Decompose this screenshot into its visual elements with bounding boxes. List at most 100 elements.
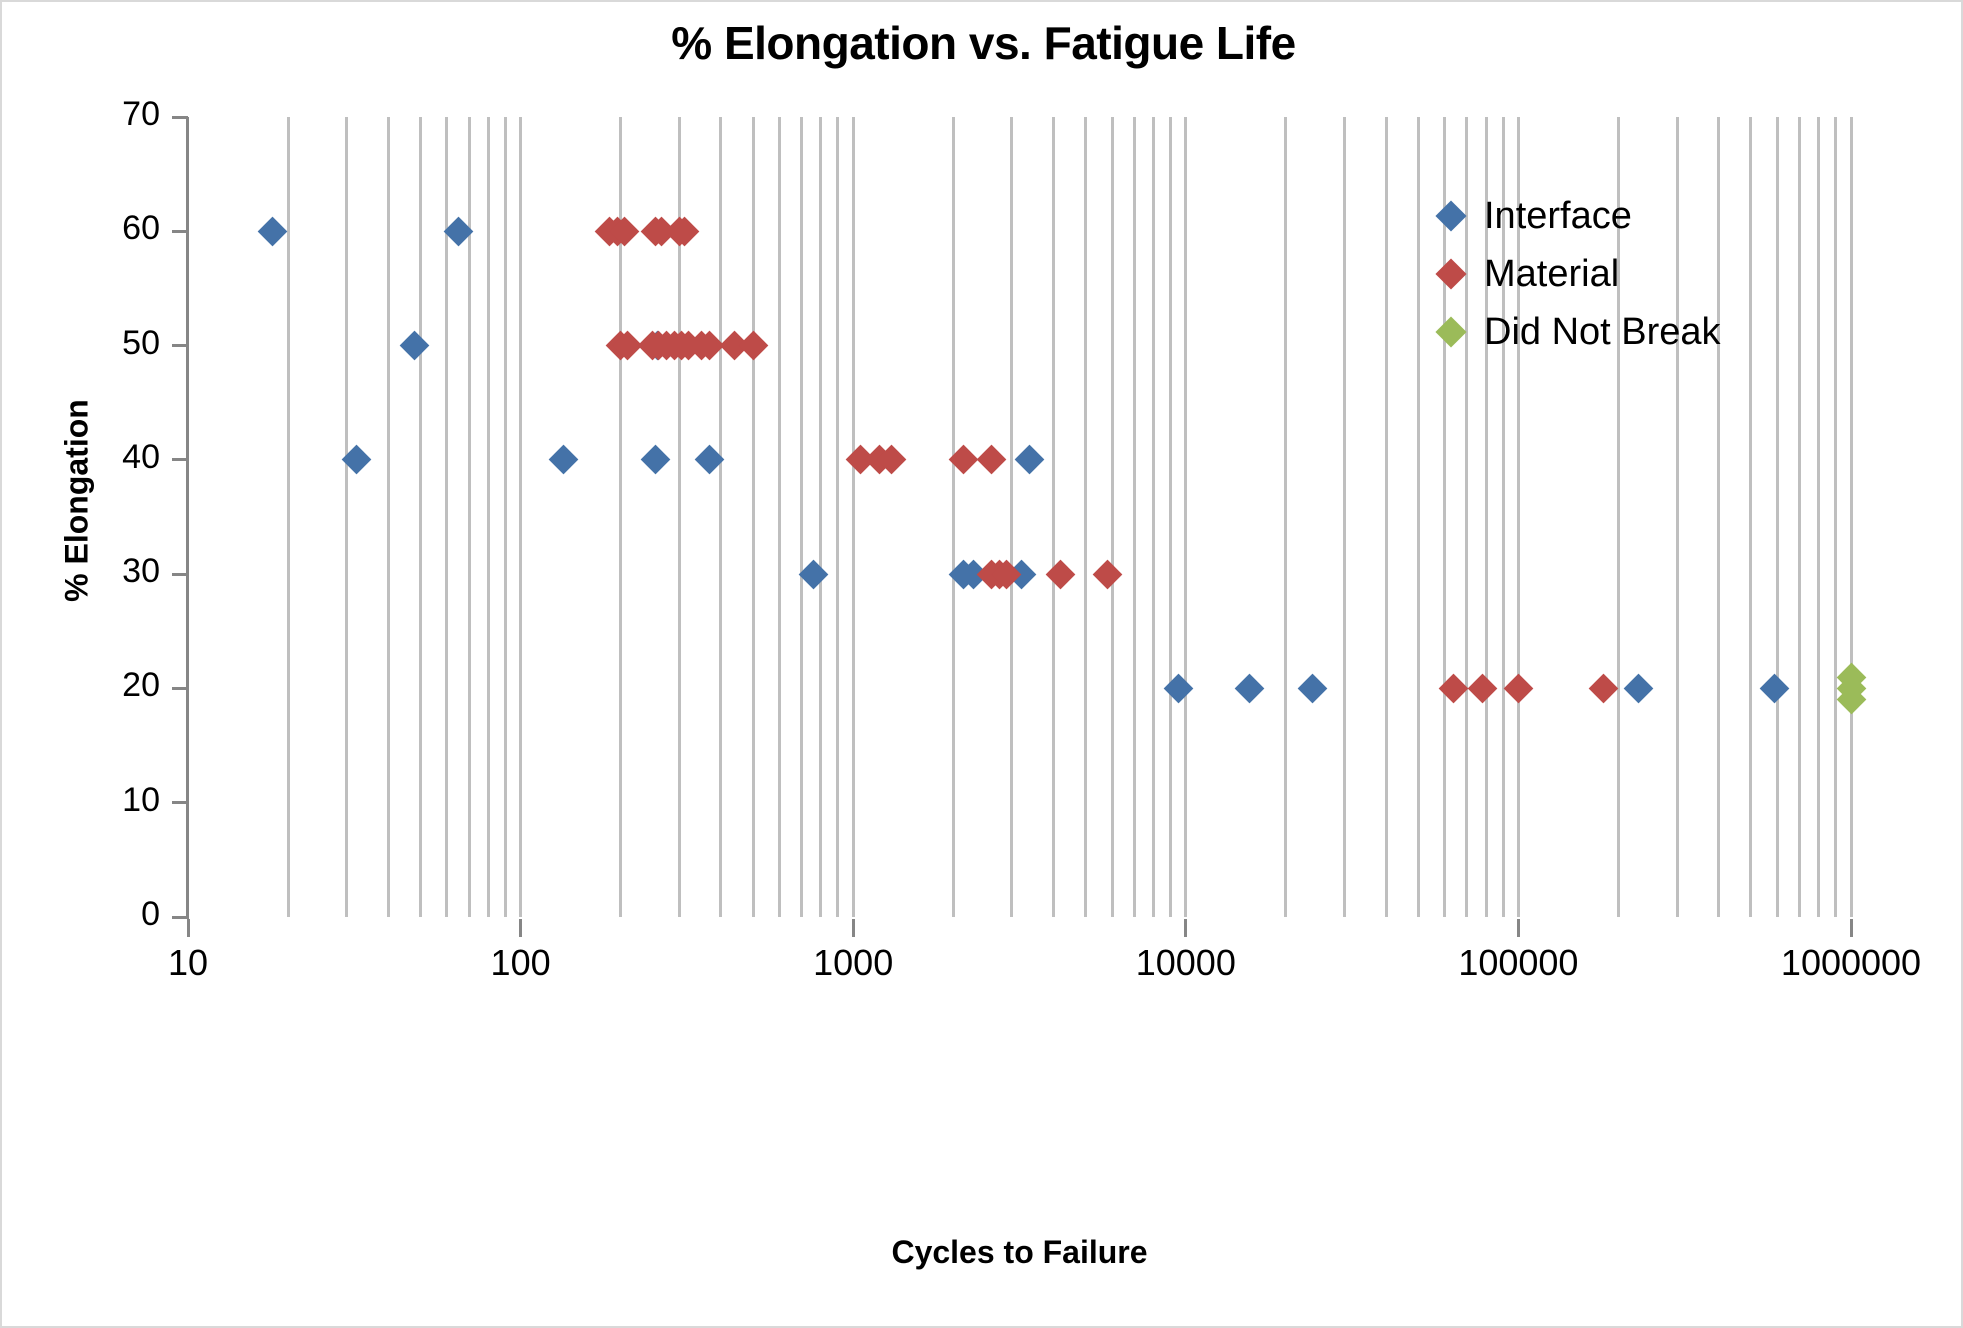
y-axis-tick-label: 70 <box>122 95 160 133</box>
data-point-material <box>1588 673 1619 704</box>
data-point-interface <box>549 444 579 475</box>
gridline-vertical <box>777 117 781 917</box>
gridline-vertical <box>1132 117 1136 917</box>
data-point-interface <box>1623 673 1654 704</box>
gridline-vertical <box>1465 117 1469 917</box>
gridline-vertical <box>1342 117 1346 917</box>
y-axis-tick-label: 0 <box>141 895 160 933</box>
gridline-vertical <box>677 117 681 917</box>
y-axis-tick-label: 40 <box>122 437 160 476</box>
gridline-vertical <box>1084 117 1088 917</box>
y-axis-tick <box>172 115 188 119</box>
legend-marker-icon <box>1435 200 1467 232</box>
data-point-material <box>976 444 1007 475</box>
legend-item-material[interactable]: Material <box>1435 245 1740 303</box>
y-axis-title: % Elongation <box>58 399 95 602</box>
x-axis-tick-label: 10 <box>167 942 209 983</box>
gridline-vertical <box>418 117 422 917</box>
gridline-vertical <box>1443 117 1447 917</box>
gridline-vertical <box>951 117 955 917</box>
gridline-decade <box>1849 117 1853 917</box>
legend-marker-icon <box>1435 316 1467 348</box>
y-axis-tick-label: 10 <box>122 780 160 819</box>
x-axis-tick <box>851 919 855 937</box>
x-axis-tick <box>519 919 523 937</box>
data-point-interface <box>399 330 430 361</box>
gridline-vertical <box>467 117 471 917</box>
y-axis-tick <box>172 458 188 462</box>
gridline-vertical <box>345 117 349 917</box>
legend-item-did-not-break[interactable]: Did Not Break <box>1435 303 1740 361</box>
chart-title: % Elongation vs. Fatigue Life <box>671 17 1296 69</box>
y-axis-tick-label: 60 <box>122 209 160 248</box>
x-axis-tick-label: 100000 <box>1458 942 1579 983</box>
x-axis-tick-label: 1000000 <box>1780 942 1922 983</box>
gridline-vertical <box>1169 117 1173 917</box>
data-point-interface <box>258 216 288 247</box>
gridline-vertical <box>1110 117 1114 917</box>
gridline-vertical <box>1617 117 1621 917</box>
gridline-vertical <box>1797 117 1801 917</box>
gridline-vertical <box>386 117 390 917</box>
legend-marker-icon <box>1435 258 1467 290</box>
data-point-material <box>1503 673 1534 704</box>
y-axis-tick <box>172 801 188 805</box>
data-point-interface <box>1163 673 1194 704</box>
gridline-vertical <box>445 117 449 917</box>
gridline-vertical <box>1416 117 1420 917</box>
gridline-vertical <box>1384 117 1388 917</box>
data-point-interface <box>1759 673 1790 704</box>
x-axis-tick <box>186 919 190 937</box>
gridline-vertical <box>1775 117 1779 917</box>
gridline-vertical <box>1010 117 1014 917</box>
gridline-decade <box>1516 117 1520 917</box>
gridline-vertical <box>619 117 623 917</box>
chart-legend: Interface Material Did Not Break <box>1435 187 1740 361</box>
y-axis-tick <box>172 229 188 233</box>
gridline-vertical <box>1051 117 1055 917</box>
data-point-interface <box>1234 673 1264 704</box>
data-point-material <box>738 330 768 361</box>
gridline-vertical <box>1152 117 1156 917</box>
x-axis-tick <box>1184 919 1188 937</box>
y-axis-tick-label: 20 <box>122 666 160 705</box>
gridline-vertical <box>1284 117 1288 917</box>
x-axis-tick-label: 1000 <box>813 942 894 983</box>
data-point-interface <box>640 444 671 475</box>
plot-area <box>188 117 1866 917</box>
x-axis-tick <box>1849 919 1853 937</box>
gridline-vertical <box>800 117 804 917</box>
gridline-decade <box>519 117 523 917</box>
data-point-interface <box>1297 673 1328 704</box>
data-point-material <box>1045 559 1076 589</box>
gridline-vertical <box>503 117 507 917</box>
gridline-vertical <box>819 117 823 917</box>
gridline-vertical <box>1675 117 1679 917</box>
gridline-vertical <box>719 117 723 917</box>
y-axis-tick <box>172 915 188 919</box>
gridline-vertical <box>1501 117 1505 917</box>
gridline-vertical <box>1817 117 1821 917</box>
legend-item-label: Interface <box>1484 194 1632 237</box>
y-axis-tick-label: 50 <box>122 323 160 362</box>
y-axis-tick <box>172 572 188 576</box>
legend-item-interface[interactable]: Interface <box>1435 187 1740 245</box>
legend-item-label: Material <box>1484 252 1620 295</box>
gridline-vertical <box>1749 117 1753 917</box>
x-axis-tick-label: 100 <box>490 942 551 983</box>
y-axis-tick-label: 30 <box>122 552 160 591</box>
data-point-material <box>1092 559 1122 589</box>
gridline-vertical <box>1717 117 1721 917</box>
data-point-material <box>1467 673 1498 704</box>
gridline-decade <box>851 117 855 917</box>
gridline-vertical <box>751 117 755 917</box>
gridline-vertical <box>836 117 840 917</box>
gridline-vertical <box>1484 117 1488 917</box>
y-axis-line <box>186 117 189 919</box>
y-axis-tick <box>172 344 188 348</box>
gridline-vertical <box>1834 117 1838 917</box>
gridline-vertical <box>486 117 490 917</box>
gridline-vertical <box>286 117 290 917</box>
y-axis-tick <box>172 686 188 690</box>
